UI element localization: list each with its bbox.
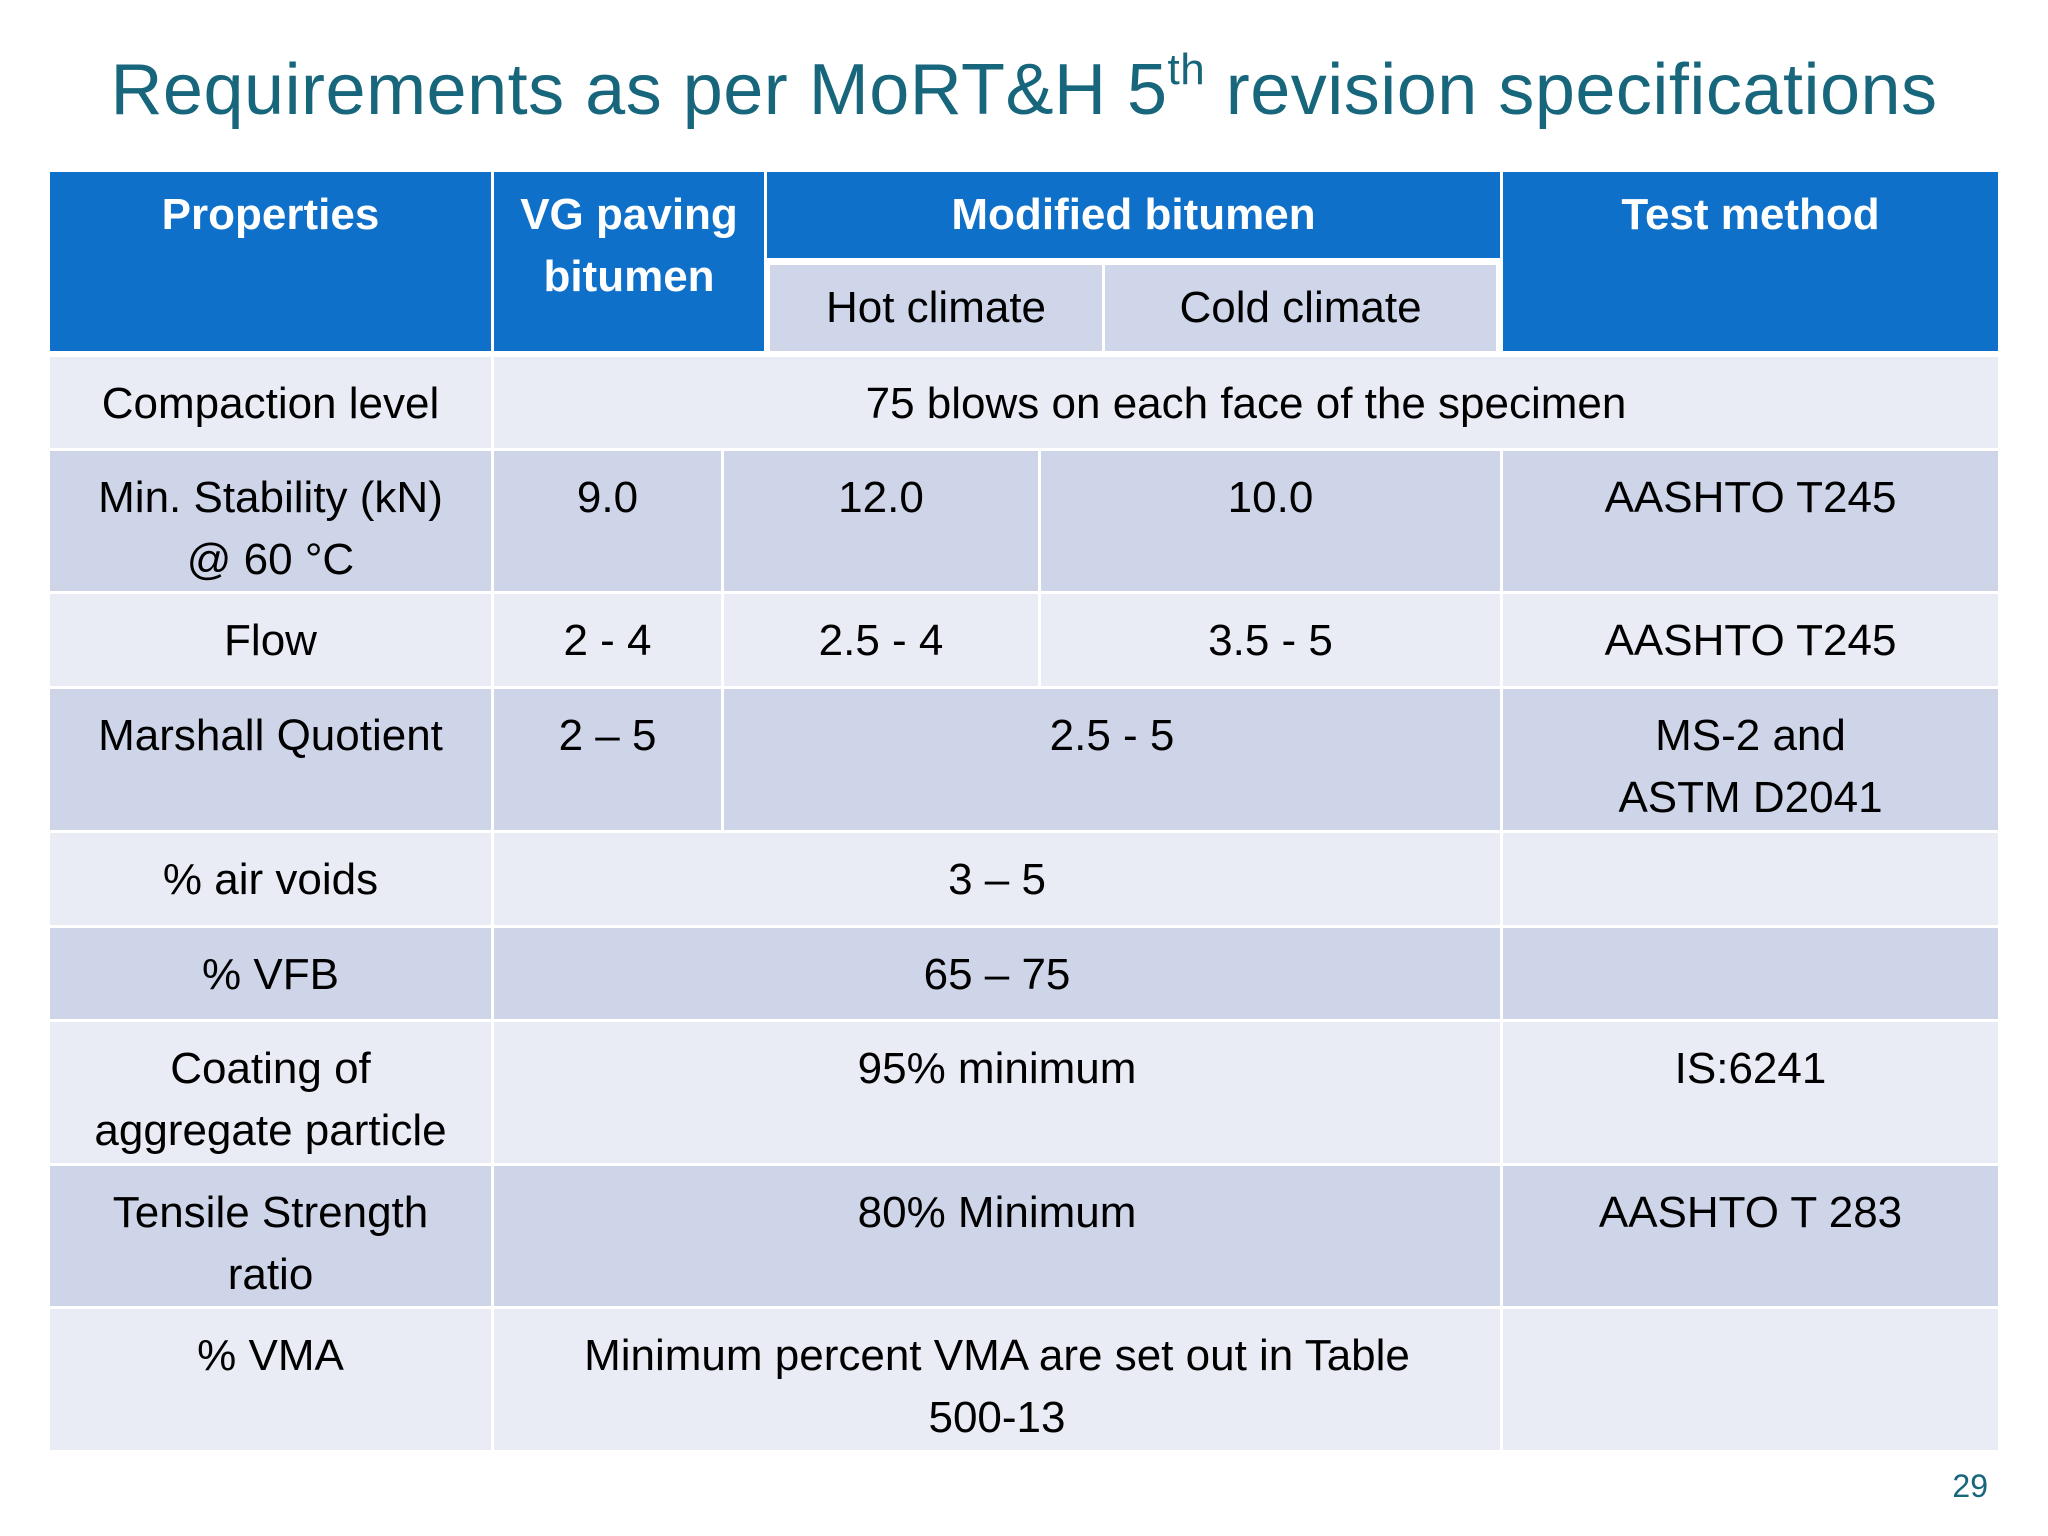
page-number: 29 <box>1952 1468 1988 1504</box>
row-flow-test: AASHTO T245 <box>1503 594 1998 686</box>
header-hot-climate: Hot climate <box>770 265 1102 351</box>
row-vfb-test <box>1503 928 1998 1019</box>
header-modified-bitumen: Modified bitumen <box>767 172 1500 258</box>
title-text: Requirements as per MoRT&H 5 <box>110 50 1168 130</box>
row-vma-value: Minimum percent VMA are set out in Table… <box>494 1309 1500 1450</box>
row-tensile-property: Tensile Strength ratio <box>50 1166 491 1306</box>
row-flow-hot: 2.5 - 4 <box>724 594 1038 686</box>
row-stability-vg: 9.0 <box>494 451 721 591</box>
row-coating-property: Coating of aggregate particle <box>50 1022 491 1163</box>
row-marshall-vg: 2 – 5 <box>494 689 721 830</box>
row-compaction-value: 75 blows on each face of the specimen <box>494 357 1998 448</box>
row-vfb-property: % VFB <box>50 928 491 1019</box>
title-suffix: revision specifications <box>1205 50 1938 130</box>
row-air-voids-test <box>1503 833 1998 925</box>
row-tensile-test: AASHTO T 283 <box>1503 1166 1998 1306</box>
row-flow-vg: 2 - 4 <box>494 594 721 686</box>
header-cold-climate: Cold climate <box>1105 265 1496 351</box>
row-vma-property: % VMA <box>50 1309 491 1450</box>
row-vma-test <box>1503 1309 1998 1450</box>
row-coating-test: IS:6241 <box>1503 1022 1998 1163</box>
row-stability-cold: 10.0 <box>1041 451 1500 591</box>
header-test-method: Test method <box>1503 172 1998 351</box>
row-coating-value: 95% minimum <box>494 1022 1500 1163</box>
row-air-voids-value: 3 – 5 <box>494 833 1500 925</box>
row-air-voids-property: % air voids <box>50 833 491 925</box>
title-superscript: th <box>1167 45 1206 94</box>
header-vg-paving: VG paving bitumen <box>494 172 764 351</box>
row-vfb-value: 65 – 75 <box>494 928 1500 1019</box>
row-stability-hot: 12.0 <box>724 451 1038 591</box>
row-compaction-property: Compaction level <box>50 357 491 448</box>
row-flow-property: Flow <box>50 594 491 686</box>
row-stability-test: AASHTO T245 <box>1503 451 1998 591</box>
row-tensile-value: 80% Minimum <box>494 1166 1500 1306</box>
row-marshall-property: Marshall Quotient <box>50 689 491 830</box>
row-marshall-modified: 2.5 - 5 <box>724 689 1500 830</box>
row-stability-property: Min. Stability (kN) @ 60 °C <box>50 451 491 591</box>
header-properties: Properties <box>50 172 491 351</box>
slide-title: Requirements as per MoRT&H 5th revision … <box>0 40 2048 140</box>
row-marshall-test: MS-2 and ASTM D2041 <box>1503 689 1998 830</box>
row-flow-cold: 3.5 - 5 <box>1041 594 1500 686</box>
